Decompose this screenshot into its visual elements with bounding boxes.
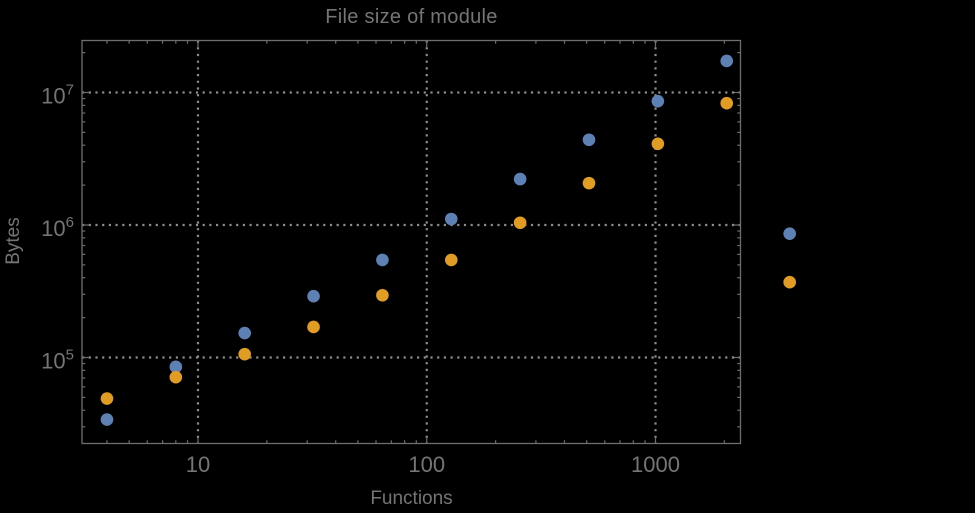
scatter-point-orange xyxy=(307,320,320,334)
scatter-point-orange xyxy=(582,176,596,190)
scatter-point-orange xyxy=(169,370,183,384)
scatter-point-blue xyxy=(238,326,251,340)
y-tick-label: 105 xyxy=(41,347,74,374)
scatter-point-blue xyxy=(783,227,796,240)
scatter-point-orange xyxy=(376,288,389,302)
x-tick-label: 10 xyxy=(186,452,210,477)
scatter-point-blue xyxy=(444,212,458,226)
x-axis-label: Functions xyxy=(370,488,453,509)
scatter-point-blue xyxy=(376,253,389,267)
chart-title: File size of module xyxy=(325,6,498,28)
scatter-point-blue xyxy=(100,413,114,426)
y-tick-label: 106 xyxy=(41,214,74,241)
scatter-point-blue xyxy=(720,54,734,68)
scatter-point-orange xyxy=(444,253,458,267)
scatter-point-orange xyxy=(513,216,527,230)
scatter-point-orange xyxy=(238,347,251,361)
scatter-point-orange xyxy=(783,275,796,289)
scatter-point-blue xyxy=(169,360,183,374)
scatter-point-blue xyxy=(513,172,527,186)
scatter-point-blue xyxy=(582,133,596,147)
scatter-point-orange xyxy=(651,137,665,151)
scatter-point-orange xyxy=(720,96,734,110)
scatter-point-blue xyxy=(651,94,665,108)
plot-frame xyxy=(81,39,742,445)
scatter-point-blue xyxy=(307,289,320,303)
scatter-point-orange xyxy=(100,392,114,405)
x-tick-label: 100 xyxy=(408,452,445,477)
y-tick-label: 107 xyxy=(41,82,74,109)
x-tick-label: 1000 xyxy=(631,452,680,477)
